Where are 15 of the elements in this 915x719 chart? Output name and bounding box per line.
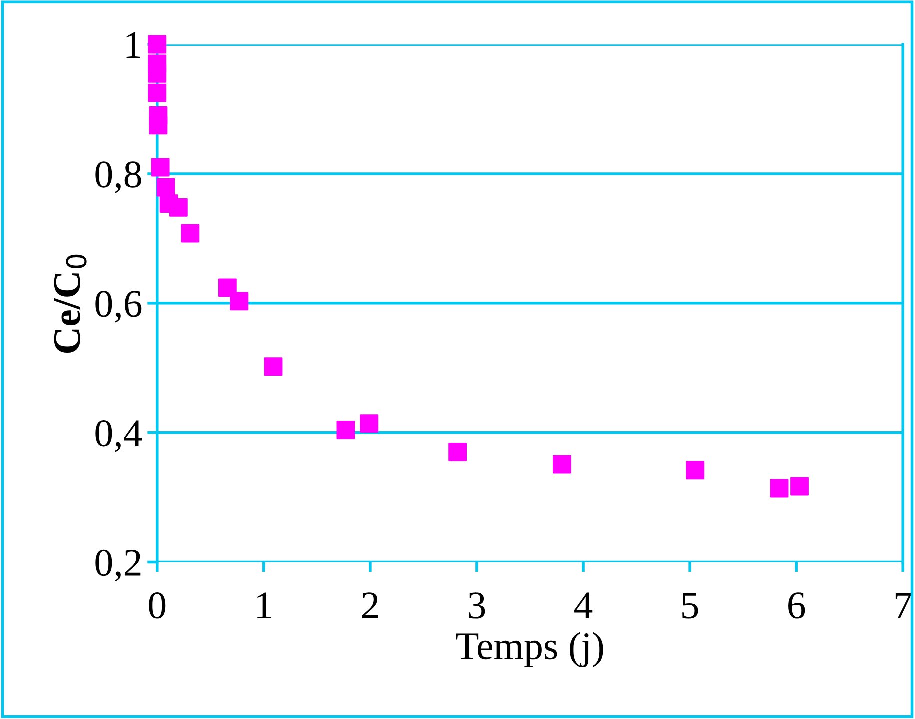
- x-tick-label: 5: [682, 592, 698, 619]
- x-tick-label: 7: [896, 592, 912, 618]
- y-tick-label: 0,2: [96, 550, 141, 582]
- y-tick-label: 1: [126, 32, 140, 58]
- y-tick-label: 0,4: [96, 420, 142, 452]
- x-tick-label: 2: [362, 592, 378, 618]
- y-axis-title: Ce/C$_{0}$: [54, 254, 87, 354]
- x-axis-title: Temps (j): [456, 632, 604, 668]
- y-tick-label: 0,6: [96, 291, 142, 323]
- x-tick-label: 1: [258, 592, 272, 618]
- x-tick-label: 6: [788, 592, 806, 619]
- x-tick-label: 3: [469, 592, 486, 619]
- x-tick-label: 4: [574, 592, 593, 618]
- y-tick-label: 0,8: [96, 162, 142, 194]
- x-tick-label: 0: [149, 592, 166, 619]
